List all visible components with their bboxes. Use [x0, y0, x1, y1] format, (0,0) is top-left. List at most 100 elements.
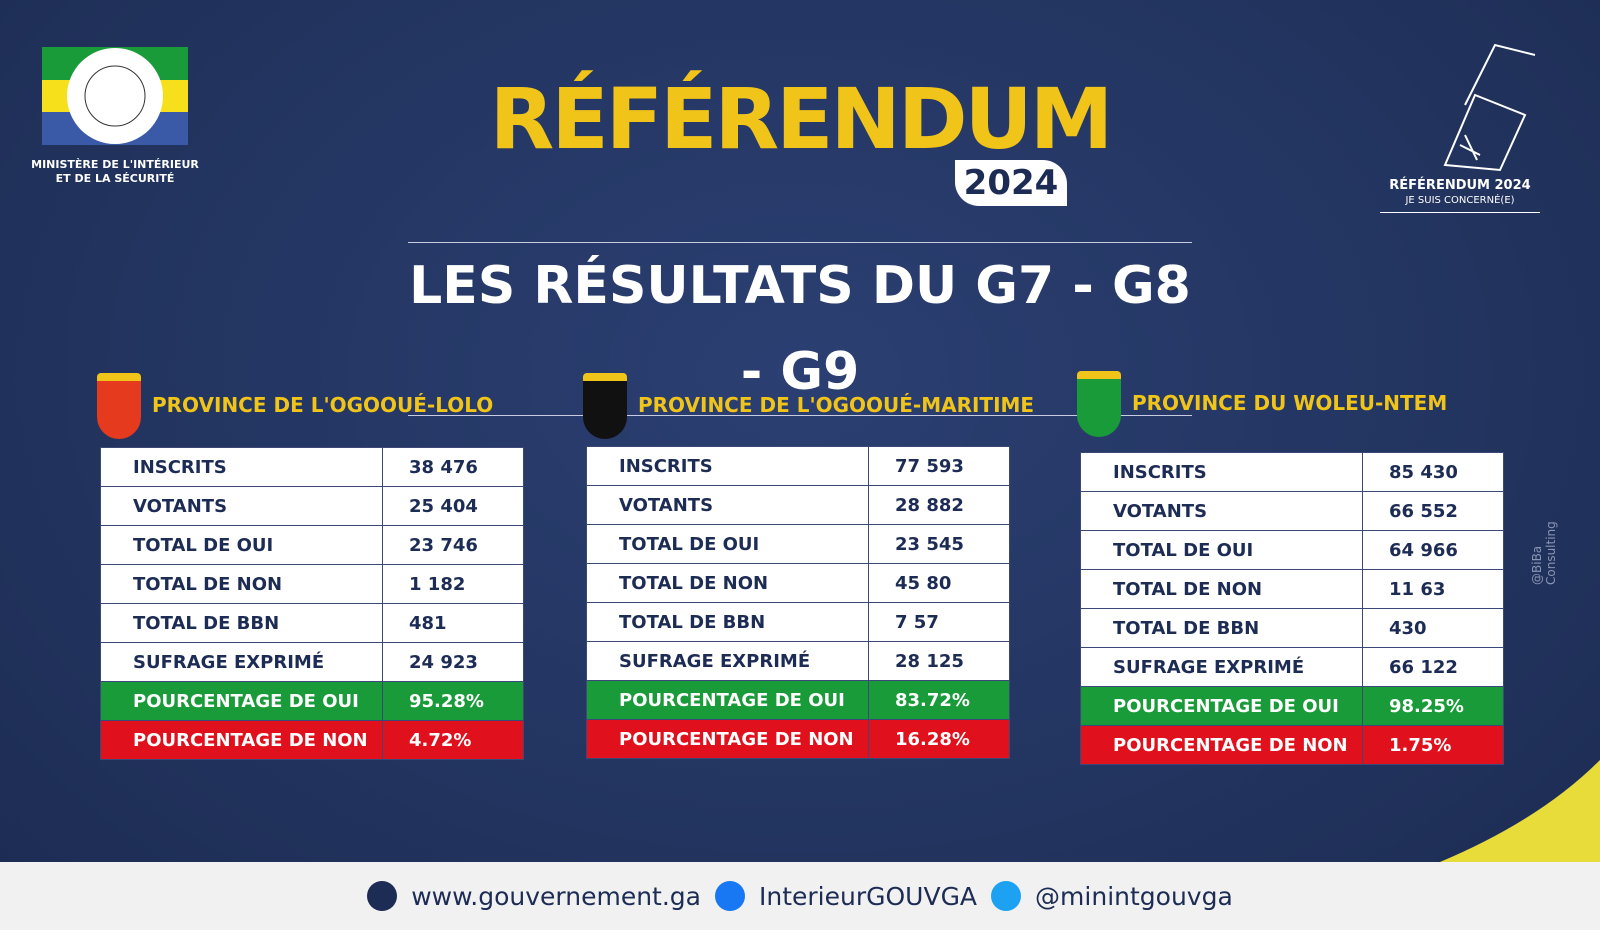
- row-value: 4.72%: [382, 720, 524, 760]
- row-value: 23 746: [382, 525, 524, 565]
- row-label: TOTAL DE OUI: [100, 525, 383, 565]
- row-label: TOTAL DE BBN: [586, 602, 869, 642]
- campaign-title: RÉFÉRENDUM 2024: [1389, 178, 1531, 193]
- results-table: INSCRITS 77 593 VOTANTS 28 882 TOTAL DE OUI 2…: [586, 446, 1010, 759]
- results-row: SUFRAGE EXPRIMÉ 66 122: [1080, 647, 1504, 687]
- results-row: VOTANTS 66 552: [1080, 491, 1504, 531]
- results-row: TOTAL DE NON 11 63: [1080, 569, 1504, 609]
- row-label: SUFRAGE EXPRIMÉ: [586, 641, 869, 681]
- ministry-line: ET DE LA SÉCURITÉ: [55, 172, 175, 185]
- results-row: POURCENTAGE DE NON 16.28%: [586, 719, 1010, 759]
- row-label: INSCRITS: [100, 447, 383, 487]
- footer: www.gouvernement.ga InterieurGOUVGA @min…: [0, 862, 1600, 930]
- ministry-line: MINISTÈRE DE L'INTÉRIEUR: [31, 158, 199, 171]
- row-value: 77 593: [868, 446, 1010, 486]
- twitter-icon: [991, 881, 1022, 911]
- row-value: 45 80: [868, 563, 1010, 603]
- row-label: TOTAL DE NON: [1080, 569, 1363, 609]
- facebook[interactable]: InterieurGOUVGA: [758, 881, 978, 911]
- row-label: TOTAL DE BBN: [100, 603, 383, 643]
- row-label: TOTAL DE OUI: [1080, 530, 1363, 570]
- row-value: 7 57: [868, 602, 1010, 642]
- row-label: VOTANTS: [100, 486, 383, 526]
- row-label: TOTAL DE BBN: [1080, 608, 1363, 648]
- row-value: 23 545: [868, 524, 1010, 564]
- results-row: SUFRAGE EXPRIMÉ 28 125: [586, 641, 1010, 681]
- results-row: POURCENTAGE DE OUI 98.25%: [1080, 686, 1504, 726]
- campaign-slogan: JE SUIS CONCERNÉ(E): [1405, 195, 1515, 206]
- row-value: 28 882: [868, 485, 1010, 525]
- row-value: 85 430: [1362, 452, 1504, 492]
- results-row: POURCENTAGE DE NON 1.75%: [1080, 725, 1504, 765]
- province-name: PROVINCE DE L'OGOOUÉ-LOLO: [152, 393, 494, 417]
- row-label: INSCRITS: [586, 446, 869, 486]
- row-label: POURCENTAGE DE OUI: [1080, 686, 1363, 726]
- twitter[interactable]: @minintgouvga: [1035, 881, 1233, 911]
- results-table: INSCRITS 85 430 VOTANTS 66 552 TOTAL DE OUI 6…: [1080, 452, 1504, 765]
- row-label: TOTAL DE NON: [586, 563, 869, 603]
- row-value: 25 404: [382, 486, 524, 526]
- province-crest: [97, 373, 141, 439]
- row-value: 83.72%: [868, 680, 1010, 720]
- province-crest: [1077, 371, 1121, 437]
- row-value: 95.28%: [382, 681, 524, 721]
- row-value: 64 966: [1362, 530, 1504, 570]
- results-row: VOTANTS 25 404: [100, 486, 524, 526]
- results-row: TOTAL DE BBN 481: [100, 603, 524, 643]
- results-row: INSCRITS 77 593: [586, 446, 1010, 486]
- results-row: TOTAL DE NON 1 182: [100, 564, 524, 604]
- row-value: 16.28%: [868, 719, 1010, 759]
- row-label: TOTAL DE OUI: [586, 524, 869, 564]
- results-row: TOTAL DE BBN 430: [1080, 608, 1504, 648]
- row-label: SUFRAGE EXPRIMÉ: [1080, 647, 1363, 687]
- row-label: VOTANTS: [586, 485, 869, 525]
- results-row: POURCENTAGE DE NON 4.72%: [100, 720, 524, 760]
- results-row: VOTANTS 28 882: [586, 485, 1010, 525]
- row-value: 24 923: [382, 642, 524, 682]
- results-title: LES RÉSULTATS DU G7 - G8 - G9: [408, 242, 1192, 416]
- province-name: PROVINCE DU WOLEU-NTEM: [1132, 391, 1448, 415]
- row-value: 66 122: [1362, 647, 1504, 687]
- row-label: TOTAL DE NON: [100, 564, 383, 604]
- website[interactable]: www.gouvernement.ga: [411, 881, 701, 911]
- results-row: TOTAL DE OUI 23 545: [586, 524, 1010, 564]
- results-row: TOTAL DE OUI 64 966: [1080, 530, 1504, 570]
- row-value: 38 476: [382, 447, 524, 487]
- corner-decor: [1440, 760, 1600, 862]
- results-table: INSCRITS 38 476 VOTANTS 25 404 TOTAL DE OUI 2…: [100, 447, 524, 760]
- results-row: TOTAL DE NON 45 80: [586, 563, 1010, 603]
- row-value: 481: [382, 603, 524, 643]
- row-label: INSCRITS: [1080, 452, 1363, 492]
- facebook-icon: [714, 881, 745, 911]
- results-row: POURCENTAGE DE OUI 95.28%: [100, 681, 524, 721]
- row-value: 1.75%: [1362, 725, 1504, 765]
- row-label: POURCENTAGE DE OUI: [100, 681, 383, 721]
- row-label: POURCENTAGE DE NON: [100, 720, 383, 760]
- row-label: VOTANTS: [1080, 491, 1363, 531]
- row-value: 11 63: [1362, 569, 1504, 609]
- campaign: RÉFÉRENDUM 2024 JE SUIS CONCERNÉ(E): [1380, 178, 1540, 213]
- results-row: POURCENTAGE DE OUI 83.72%: [586, 680, 1010, 720]
- results-row: INSCRITS 38 476: [100, 447, 524, 487]
- row-value: 98.25%: [1362, 686, 1504, 726]
- row-label: SUFRAGE EXPRIMÉ: [100, 642, 383, 682]
- year: 2024: [955, 160, 1067, 206]
- row-label: POURCENTAGE DE NON: [1080, 725, 1363, 765]
- ballot-icon: [1443, 43, 1536, 172]
- results-row: TOTAL DE BBN 7 57: [586, 602, 1010, 642]
- gabon-seal: [42, 47, 188, 145]
- row-value: 66 552: [1362, 491, 1504, 531]
- province-name: PROVINCE DE L'OGOOUÉ-MARITIME: [638, 393, 1035, 417]
- province-crest: [583, 373, 627, 439]
- credit: @BiBa Consulting: [1530, 521, 1558, 585]
- headline: RÉFÉRENDUM: [489, 70, 1114, 168]
- web-icon: [367, 881, 398, 911]
- ministry: MINISTÈRE DE L'INTÉRIEUR ET DE LA SÉCURIT…: [30, 158, 200, 186]
- results-row: TOTAL DE OUI 23 746: [100, 525, 524, 565]
- row-value: 28 125: [868, 641, 1010, 681]
- results-row: SUFRAGE EXPRIMÉ 24 923: [100, 642, 524, 682]
- row-value: 1 182: [382, 564, 524, 604]
- row-label: POURCENTAGE DE OUI: [586, 680, 869, 720]
- row-value: 430: [1362, 608, 1504, 648]
- results-row: INSCRITS 85 430: [1080, 452, 1504, 492]
